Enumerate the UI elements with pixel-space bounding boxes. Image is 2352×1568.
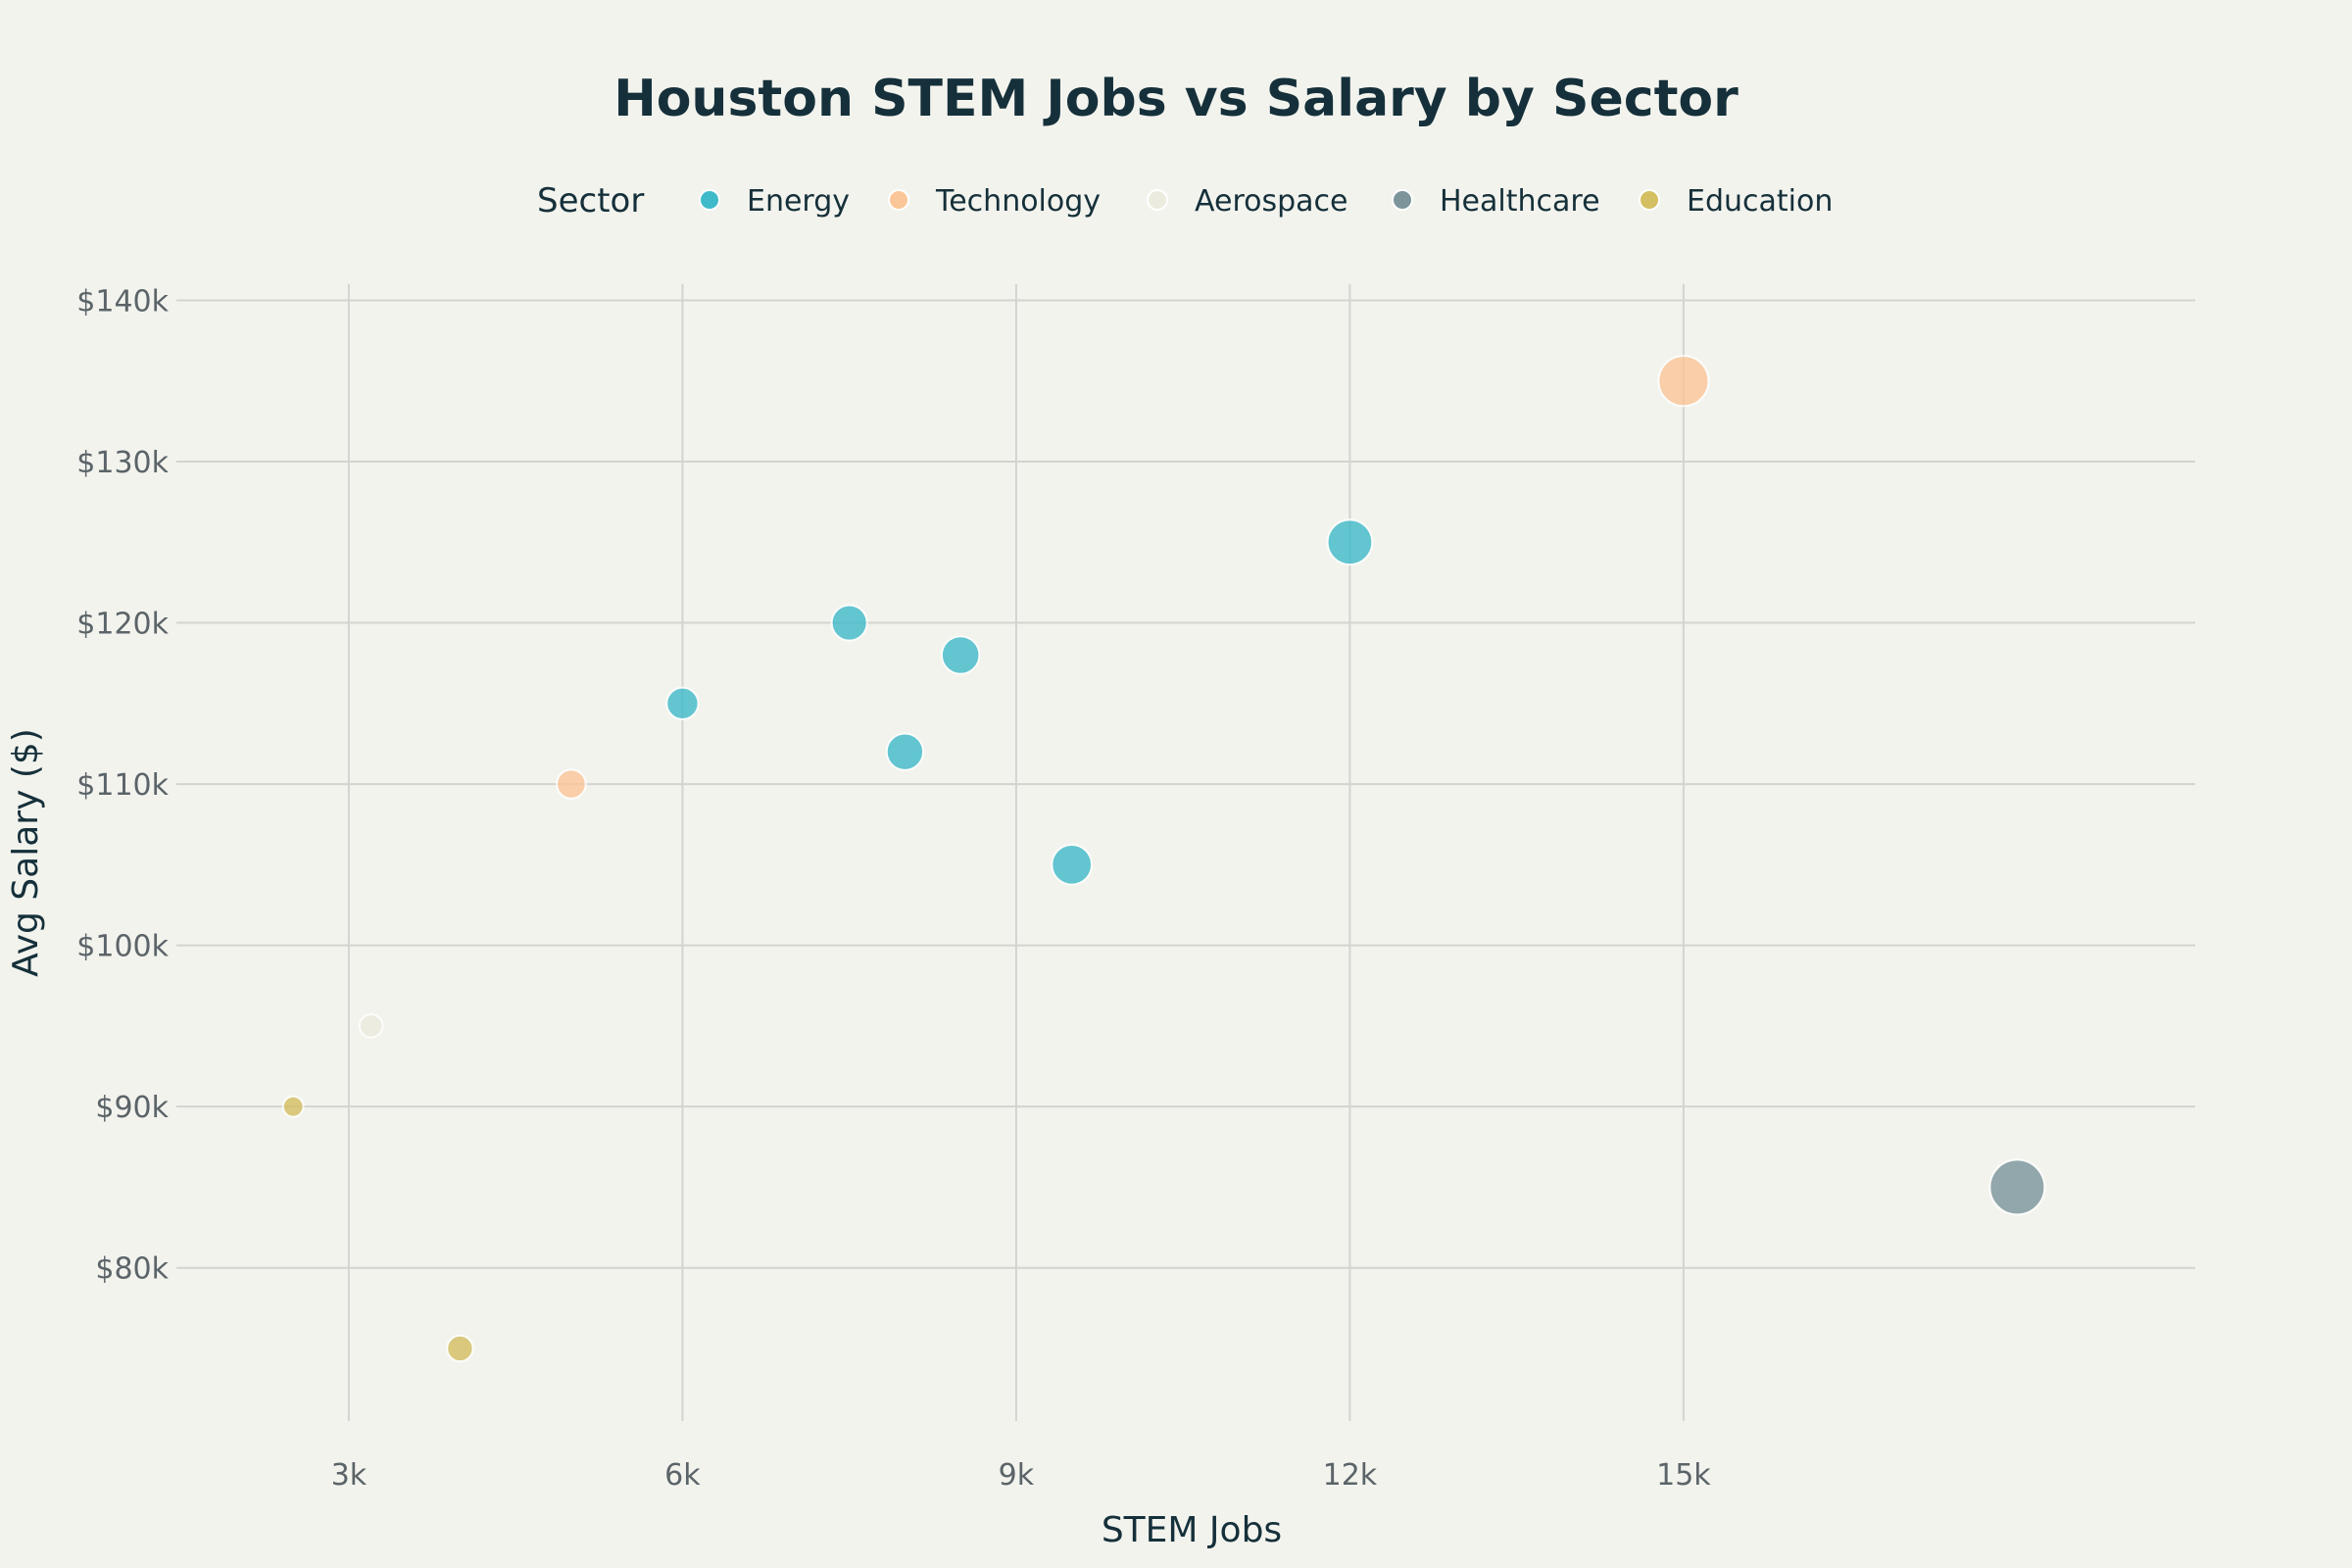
data-point-energy[interactable] [940,635,981,675]
x-tick-label: 12k [1323,1458,1378,1493]
x-axis-title: STEM Jobs [1102,1510,1282,1550]
grid [176,284,2195,1421]
legend-marker [1147,189,1168,211]
data-point-energy[interactable] [1051,843,1094,886]
legend-marker [888,189,909,211]
legend-marker [699,189,720,211]
y-axis-title: Avg Salary ($) [6,728,46,977]
legend-item-energy[interactable]: Energy [699,184,850,219]
legend-label: Education [1687,184,1833,219]
y-axis-ticks: $80k $90k $100k $110k $120k $130k $140k [76,284,169,1286]
y-tick-label: $120k [76,608,169,642]
x-tick-label: 3k [331,1458,368,1493]
legend-label: Energy [747,184,850,219]
legend-marker [1392,189,1413,211]
legend-title: Sector [537,181,644,220]
data-points[interactable] [281,355,2046,1363]
x-tick-label: 9k [999,1458,1035,1493]
legend-item-education[interactable]: Education [1639,184,1833,219]
y-tick-label: $140k [76,284,169,318]
legend[interactable]: Sector Energy Technology Aerospace Healthcar… [537,181,1833,220]
data-point-energy[interactable] [830,604,868,642]
data-point-technology[interactable] [556,768,587,800]
y-tick-label: $100k [76,930,169,964]
legend-label: Technology [935,184,1101,219]
legend-item-healthcare[interactable]: Healthcare [1392,184,1600,219]
data-point-energy[interactable] [885,732,925,771]
legend-item-technology[interactable]: Technology [888,184,1101,219]
y-tick-label: $90k [95,1091,169,1125]
chart-title: Houston STEM Jobs vs Salary by Sector [613,70,1739,128]
y-tick-label: $130k [76,446,169,480]
data-point-education[interactable] [446,1334,474,1363]
legend-item-aerospace[interactable]: Aerospace [1147,184,1348,219]
legend-label: Aerospace [1195,184,1348,219]
x-tick-label: 15k [1656,1458,1711,1493]
data-point-energy[interactable] [665,686,700,720]
data-point-technology[interactable] [1657,355,1710,408]
y-tick-label: $110k [76,768,169,803]
data-point-energy[interactable] [1326,518,1374,566]
y-tick-label: $80k [95,1252,169,1287]
legend-label: Healthcare [1440,184,1600,219]
data-point-healthcare[interactable] [1988,1158,2046,1216]
x-axis-ticks: 3k 6k 9k 12k 15k [331,1458,1712,1493]
data-point-aerospace[interactable] [358,1013,384,1039]
x-tick-label: 6k [664,1458,701,1493]
data-point-education[interactable] [281,1095,305,1118]
legend-marker [1639,189,1660,211]
